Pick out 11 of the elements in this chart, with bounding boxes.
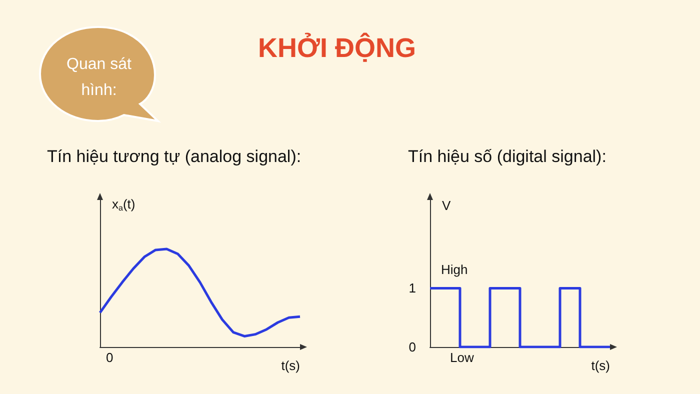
chart-title: Tín hiệu số (digital signal):: [408, 147, 606, 167]
text: Quan sát hình:: [66, 55, 132, 101]
annotation: High: [441, 262, 468, 277]
y-axis-title: V: [442, 198, 451, 213]
chart-title: Tín hiệu tương tự (analog signal):: [47, 147, 302, 167]
x-axis-title: t(s): [281, 358, 300, 373]
text: KHỞI ĐỘNG: [258, 33, 416, 64]
x-axis-title: t(s): [591, 358, 610, 373]
y-tick-label: 1: [408, 280, 416, 296]
text: Low: [450, 350, 474, 365]
text: 0: [106, 350, 114, 365]
